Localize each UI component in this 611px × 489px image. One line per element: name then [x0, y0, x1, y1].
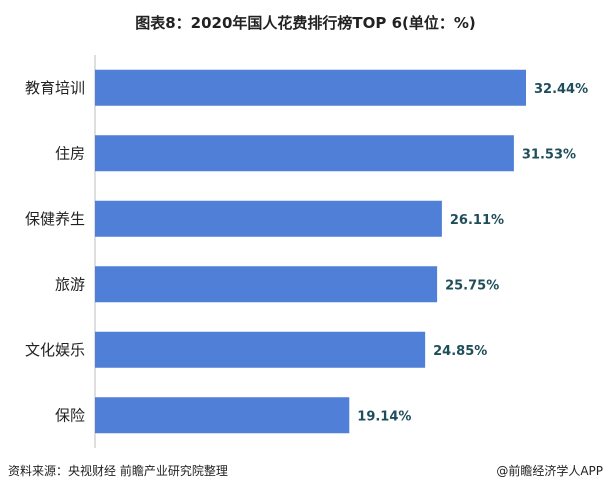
- source-note: 资料来源：央视财经 前瞻产业研究院整理: [8, 464, 228, 478]
- value-label-3: 25.75%: [445, 278, 499, 293]
- bar-4: [95, 331, 426, 368]
- credit-note: @前瞻经济学人APP: [496, 464, 603, 478]
- bar-5: [95, 397, 350, 434]
- bar-3: [95, 266, 438, 303]
- bar-0: [95, 69, 526, 106]
- footer: 资料来源：央视财经 前瞻产业研究院整理 @前瞻经济学人APP: [0, 460, 611, 484]
- bar-2: [95, 200, 442, 237]
- bar-chart: 教育培训 32.44% 住房 31.53% 保健养生 26.11% 旅游 25.75% 文化娱乐…: [25, 55, 588, 448]
- bars-group: 教育培训 32.44% 住房 31.53% 保健养生 26.11% 旅游 25.75% 文化娱乐…: [25, 69, 588, 434]
- category-label-5: 保险: [55, 406, 85, 424]
- value-label-1: 31.53%: [522, 147, 576, 162]
- category-label-1: 住房: [55, 144, 85, 162]
- value-label-2: 26.11%: [450, 213, 504, 228]
- value-label-4: 24.85%: [433, 344, 487, 359]
- bar-1: [95, 135, 514, 172]
- category-label-3: 旅游: [55, 275, 85, 293]
- chart-title: 图表8：2020年国人花费排行榜TOP 6(单位：%): [135, 14, 476, 32]
- category-label-4: 文化娱乐: [25, 341, 85, 359]
- category-label-2: 保健养生: [25, 210, 85, 228]
- value-label-5: 19.14%: [357, 409, 411, 424]
- category-label-0: 教育培训: [25, 79, 85, 97]
- value-label-0: 32.44%: [534, 82, 588, 97]
